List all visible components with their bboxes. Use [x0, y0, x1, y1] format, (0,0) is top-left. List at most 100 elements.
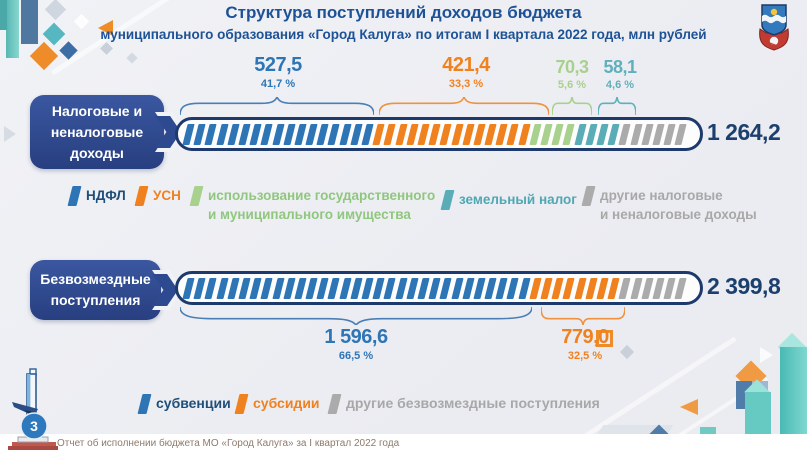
bar-segment — [283, 123, 296, 145]
badge-line: доходы — [70, 144, 124, 161]
legend-label: НДФЛ — [86, 188, 126, 203]
legend-label-line: другие налоговые — [600, 188, 723, 203]
bar-segment — [652, 277, 665, 299]
bar-segment — [506, 123, 520, 145]
legend-item-ndfl: НДФЛ — [67, 186, 126, 206]
callout-property: 70,3 5,6 % — [555, 57, 589, 91]
decor-teal-column-top — [744, 379, 770, 405]
section1-total: 1 264,2 — [707, 119, 781, 145]
legend-label: субсидии — [253, 395, 320, 411]
legend-label-line: и неналоговые доходы — [600, 207, 757, 222]
bar-segment — [350, 123, 363, 145]
bar-segment — [372, 123, 385, 145]
bar-segment — [484, 277, 497, 299]
bar-segment — [428, 277, 441, 299]
bar-segment — [260, 277, 273, 299]
bar-segment — [361, 123, 374, 145]
bar-segment — [339, 277, 352, 299]
legend-swatch-blue — [137, 394, 152, 414]
bar-segment — [238, 277, 251, 299]
callout-ndfl: 527,5 41,7 % — [254, 54, 302, 90]
page-number: 3 — [30, 418, 38, 434]
bar-segment — [316, 277, 329, 299]
legend-label: УСН — [153, 188, 181, 203]
bar-segment — [473, 123, 486, 145]
bar-segment — [573, 277, 587, 299]
legend-label: субвенции — [156, 395, 231, 411]
legend-swatch-green — [189, 186, 204, 206]
legend-label-line: и муниципального имущества — [208, 207, 411, 222]
bar-segment — [506, 277, 520, 299]
bar-segment — [372, 277, 385, 299]
bar-segment — [663, 123, 676, 145]
bar-segment — [428, 123, 441, 145]
bar-segment — [417, 277, 430, 299]
badge-line: поступления — [50, 292, 141, 308]
bar-segment — [618, 277, 631, 299]
legend-label-line: использование государственного — [208, 188, 436, 203]
bar-segment — [641, 277, 654, 299]
bar-segment — [394, 277, 408, 299]
decor-cube — [29, 41, 59, 71]
bar-segment — [294, 123, 307, 145]
legend-item-land-tax: земельный налог — [440, 190, 577, 210]
legend-item-other-tax: другие налоговые и неналоговые доходы — [581, 186, 757, 224]
section2-bar — [175, 271, 703, 305]
bar-segment — [327, 123, 341, 145]
bar-segment — [193, 123, 206, 145]
bar-segment — [674, 277, 687, 299]
section2-badge: Безвозмездные поступления — [30, 260, 182, 320]
bar-segment — [193, 277, 206, 299]
section1-badge: Налоговые и неналоговые доходы — [30, 95, 185, 169]
bar-segment — [249, 277, 262, 299]
bar-segment — [495, 123, 508, 145]
legend-label: земельный налог — [459, 192, 577, 207]
bar-segment — [529, 277, 542, 299]
bar-segment — [339, 123, 352, 145]
bar-segment — [271, 277, 285, 299]
bar-segment — [361, 277, 374, 299]
decor-teal-column-top — [777, 332, 807, 362]
bar-segment — [182, 123, 195, 145]
decor-cube-top — [735, 360, 767, 392]
bar-segment — [484, 123, 497, 145]
legend-swatch-teal — [440, 190, 455, 210]
legend-swatch-orange — [234, 394, 249, 414]
bar-segment — [573, 123, 587, 145]
callout-value: 1 596,6 — [324, 326, 388, 348]
bar-segment — [529, 123, 542, 145]
legend-swatch-gray — [581, 186, 596, 206]
bar-segment — [215, 277, 229, 299]
section1-bar — [175, 117, 703, 151]
decor-white-arrow — [760, 347, 773, 363]
bar-segment — [596, 123, 609, 145]
bar-segment — [551, 123, 564, 145]
callout-pct: 4,6 % — [605, 79, 635, 91]
bar-segment — [473, 277, 486, 299]
decor-diamond — [126, 52, 138, 64]
bar-segment — [305, 123, 318, 145]
bar-segment — [271, 123, 285, 145]
legend-swatch-blue — [67, 186, 82, 206]
bar-segment — [204, 277, 217, 299]
callout-value: 70,3 — [555, 57, 589, 77]
bar-segment — [283, 277, 296, 299]
bar-segment — [394, 123, 408, 145]
bar-segment — [585, 277, 598, 299]
callout-value: 779,0 — [561, 326, 609, 348]
bar-segment — [406, 277, 419, 299]
brace-land-tax — [598, 97, 636, 115]
bar-segment — [439, 277, 452, 299]
bar-segment — [652, 123, 665, 145]
bar-segment — [641, 123, 654, 145]
legend-item-other-gratuitous: другие безвозмездные поступления — [327, 394, 600, 414]
legend-label: другие безвозмездные поступления — [346, 395, 600, 411]
legend-swatch-orange — [134, 186, 149, 206]
badge-line: неналоговые — [50, 123, 144, 140]
decor-diamond — [100, 42, 113, 55]
decor-gray-arrow — [4, 126, 16, 142]
brace-subventions — [180, 307, 532, 325]
bar-segment — [327, 277, 341, 299]
bar-segment — [450, 277, 464, 299]
bar-segment — [518, 123, 531, 145]
